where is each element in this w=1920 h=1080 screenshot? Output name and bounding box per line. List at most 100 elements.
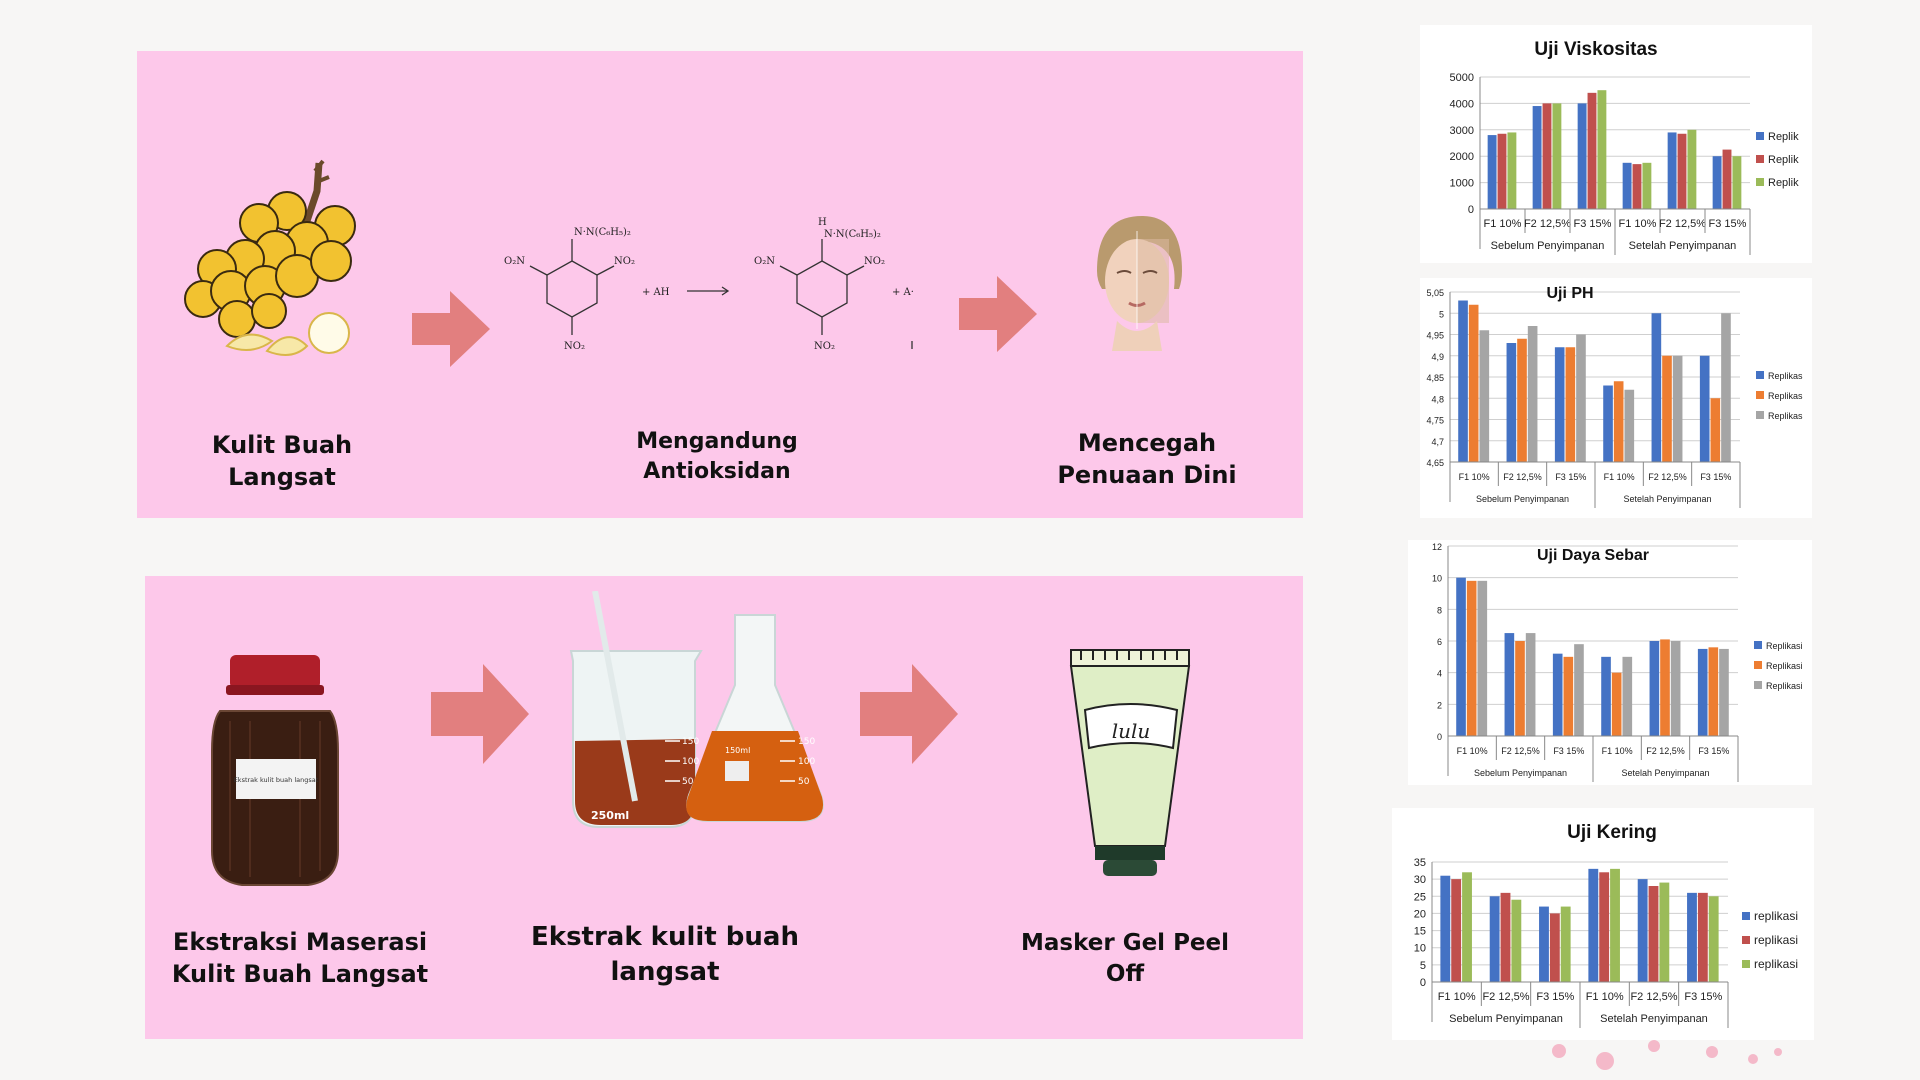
legend-swatch bbox=[1756, 411, 1764, 419]
legend-swatch bbox=[1754, 661, 1762, 669]
y-tick-label: 2000 bbox=[1450, 151, 1474, 163]
chart-bar bbox=[1670, 641, 1681, 736]
chart-bar bbox=[1468, 304, 1479, 462]
y-tick-label: 0 bbox=[1420, 977, 1426, 989]
chart-bar bbox=[1632, 164, 1642, 209]
chart-bar bbox=[1577, 103, 1587, 209]
legend-label: Replik bbox=[1768, 177, 1799, 189]
x-tick-label: F2 12,5% bbox=[1501, 746, 1540, 756]
x-tick-label: F1 10% bbox=[1457, 746, 1488, 756]
y-tick-label: 6 bbox=[1437, 637, 1442, 647]
chart-bar bbox=[1648, 886, 1659, 982]
x-group-label: Sebelum Penyimpanan bbox=[1491, 240, 1605, 252]
step-label-penuaan: Mencegah Penuaan Dini bbox=[1037, 427, 1257, 492]
reaction-left-group: N·N(C₆H₅)₂ bbox=[574, 227, 631, 238]
arrow-right-icon bbox=[959, 276, 1037, 352]
chart-bar bbox=[1549, 913, 1560, 982]
beaker-mark: 100 bbox=[682, 757, 699, 767]
y-tick-label: 35 bbox=[1414, 857, 1426, 869]
decor-dot bbox=[1706, 1046, 1718, 1058]
x-tick-label: F1 10% bbox=[1438, 991, 1476, 1003]
x-tick-label: F1 10% bbox=[1602, 746, 1633, 756]
viskositas-chart-svg: 0 1000 2000 3000 4000 5000 Uji Viskositas F1 10… bbox=[1450, 39, 1799, 255]
x-tick-label: F2 12,5% bbox=[1482, 991, 1529, 1003]
chart-bar bbox=[1466, 580, 1477, 736]
chart-bar bbox=[1660, 639, 1670, 736]
y-tick-label: 0 bbox=[1468, 204, 1474, 216]
ph-chart-svg: 4,65 4,7 4,75 4,8 4,85 4,9 4,95 5 5,05 Uji PH F1 1… bbox=[1426, 285, 1803, 508]
x-tick-label: F3 15% bbox=[1555, 472, 1586, 482]
chart-bar bbox=[1697, 892, 1708, 982]
chart-bar bbox=[1642, 162, 1652, 209]
legend-label: replikasi bbox=[1754, 957, 1798, 971]
chart-bar bbox=[1563, 656, 1574, 736]
chart-bar bbox=[1662, 355, 1672, 462]
chart-bar bbox=[1458, 300, 1468, 462]
flask-volume: 150ml bbox=[725, 746, 750, 755]
chart-bar bbox=[1719, 648, 1729, 736]
reaction-no2-label: NO₂ bbox=[864, 256, 885, 267]
beaker-mark: 50 bbox=[682, 777, 694, 787]
legend-swatch bbox=[1742, 912, 1750, 920]
x-tick-label: F2 12,5% bbox=[1648, 472, 1687, 482]
x-tick-label: F3 15% bbox=[1700, 472, 1731, 482]
chart-bar bbox=[1517, 338, 1527, 462]
chart-bar bbox=[1697, 648, 1708, 736]
x-tick-label: F2 12,5% bbox=[1503, 472, 1542, 482]
x-tick-label: F2 12,5% bbox=[1646, 746, 1685, 756]
chart-ph: 4,65 4,7 4,75 4,8 4,85 4,9 4,95 5 5,05 Uji PH F1 1… bbox=[1420, 278, 1812, 518]
x-group-label: Sebelum Penyimpanan bbox=[1449, 1013, 1563, 1025]
chart-bar bbox=[1710, 398, 1721, 462]
y-tick-label: 15 bbox=[1414, 926, 1426, 938]
legend-swatch bbox=[1756, 391, 1764, 399]
x-tick-label: F3 15% bbox=[1536, 991, 1574, 1003]
step-label-line: Mencegah bbox=[1077, 429, 1217, 457]
x-group-label: Sebelum Penyimpanan bbox=[1474, 768, 1567, 778]
step-label-line: Penuaan Dini bbox=[1057, 461, 1237, 490]
arrow-right-icon bbox=[412, 291, 490, 367]
chart-bar bbox=[1500, 892, 1511, 982]
legend-label: Replikasi bbox=[1766, 641, 1803, 651]
chart-bar bbox=[1497, 133, 1507, 209]
chart-bar bbox=[1672, 355, 1683, 462]
chart-bar bbox=[1552, 653, 1563, 736]
legend-label: Replikas bbox=[1768, 391, 1803, 401]
chart-daya-sebar: 0 2 4 6 8 10 12 Uji Daya Sebar F1 10% F2 12,5% F3 … bbox=[1408, 540, 1812, 785]
kering-chart-svg: 0 5 10 15 20 25 30 35 Uji Kering F1 10% F2 12,5% F3… bbox=[1414, 822, 1798, 1028]
step-label-line: Mengandung bbox=[636, 429, 798, 454]
step-label-antioksidan: Mengandung Antioksidan bbox=[592, 427, 842, 486]
reaction-no2-label: NO₂ bbox=[814, 341, 835, 352]
y-tick-label: 4,9 bbox=[1431, 352, 1444, 362]
y-tick-label: 25 bbox=[1414, 891, 1426, 903]
gel-tube-icon: lulu bbox=[1069, 649, 1191, 876]
x-tick-label: F2 12,5% bbox=[1524, 218, 1571, 230]
chart-title: Uji Viskositas bbox=[1534, 39, 1657, 60]
chart-bar bbox=[1507, 132, 1517, 209]
chart-bar bbox=[1597, 90, 1607, 209]
decor-dot bbox=[1552, 1044, 1566, 1058]
x-tick-label: F3 15% bbox=[1574, 218, 1612, 230]
chart-bar bbox=[1708, 647, 1719, 736]
legend-swatch bbox=[1742, 936, 1750, 944]
reaction-o2n-label: O₂N bbox=[504, 256, 525, 267]
chart-bar bbox=[1588, 868, 1599, 982]
y-tick-label: 12 bbox=[1432, 542, 1442, 552]
reaction-right-group: N·N(C₆H₅)₂ bbox=[824, 229, 881, 240]
reaction-product: + A· bbox=[892, 287, 914, 298]
chart-bar bbox=[1542, 103, 1552, 209]
step-label-line: Langsat bbox=[228, 463, 336, 492]
chart-bar bbox=[1677, 133, 1687, 209]
legend-label: Replikasi bbox=[1766, 661, 1803, 671]
y-tick-label: 4,7 bbox=[1431, 437, 1444, 447]
chart-bar bbox=[1487, 135, 1497, 209]
x-group-label: Sebelum Penyimpanan bbox=[1476, 494, 1569, 504]
x-group-label: Setelah Penyimpanan bbox=[1623, 494, 1711, 504]
flask-mark: 100 bbox=[798, 757, 815, 767]
reaction-no2-label: NO₂ bbox=[614, 256, 635, 267]
tube-label-text: lulu bbox=[1112, 719, 1151, 743]
y-tick-label: 0 bbox=[1437, 732, 1442, 742]
face-aging-icon bbox=[1097, 216, 1182, 351]
y-tick-label: 4,75 bbox=[1426, 416, 1444, 426]
chart-bar bbox=[1576, 334, 1586, 462]
step-label-ekstraksi: Ekstraksi Maserasi Kulit Buah Langsat bbox=[165, 926, 435, 991]
